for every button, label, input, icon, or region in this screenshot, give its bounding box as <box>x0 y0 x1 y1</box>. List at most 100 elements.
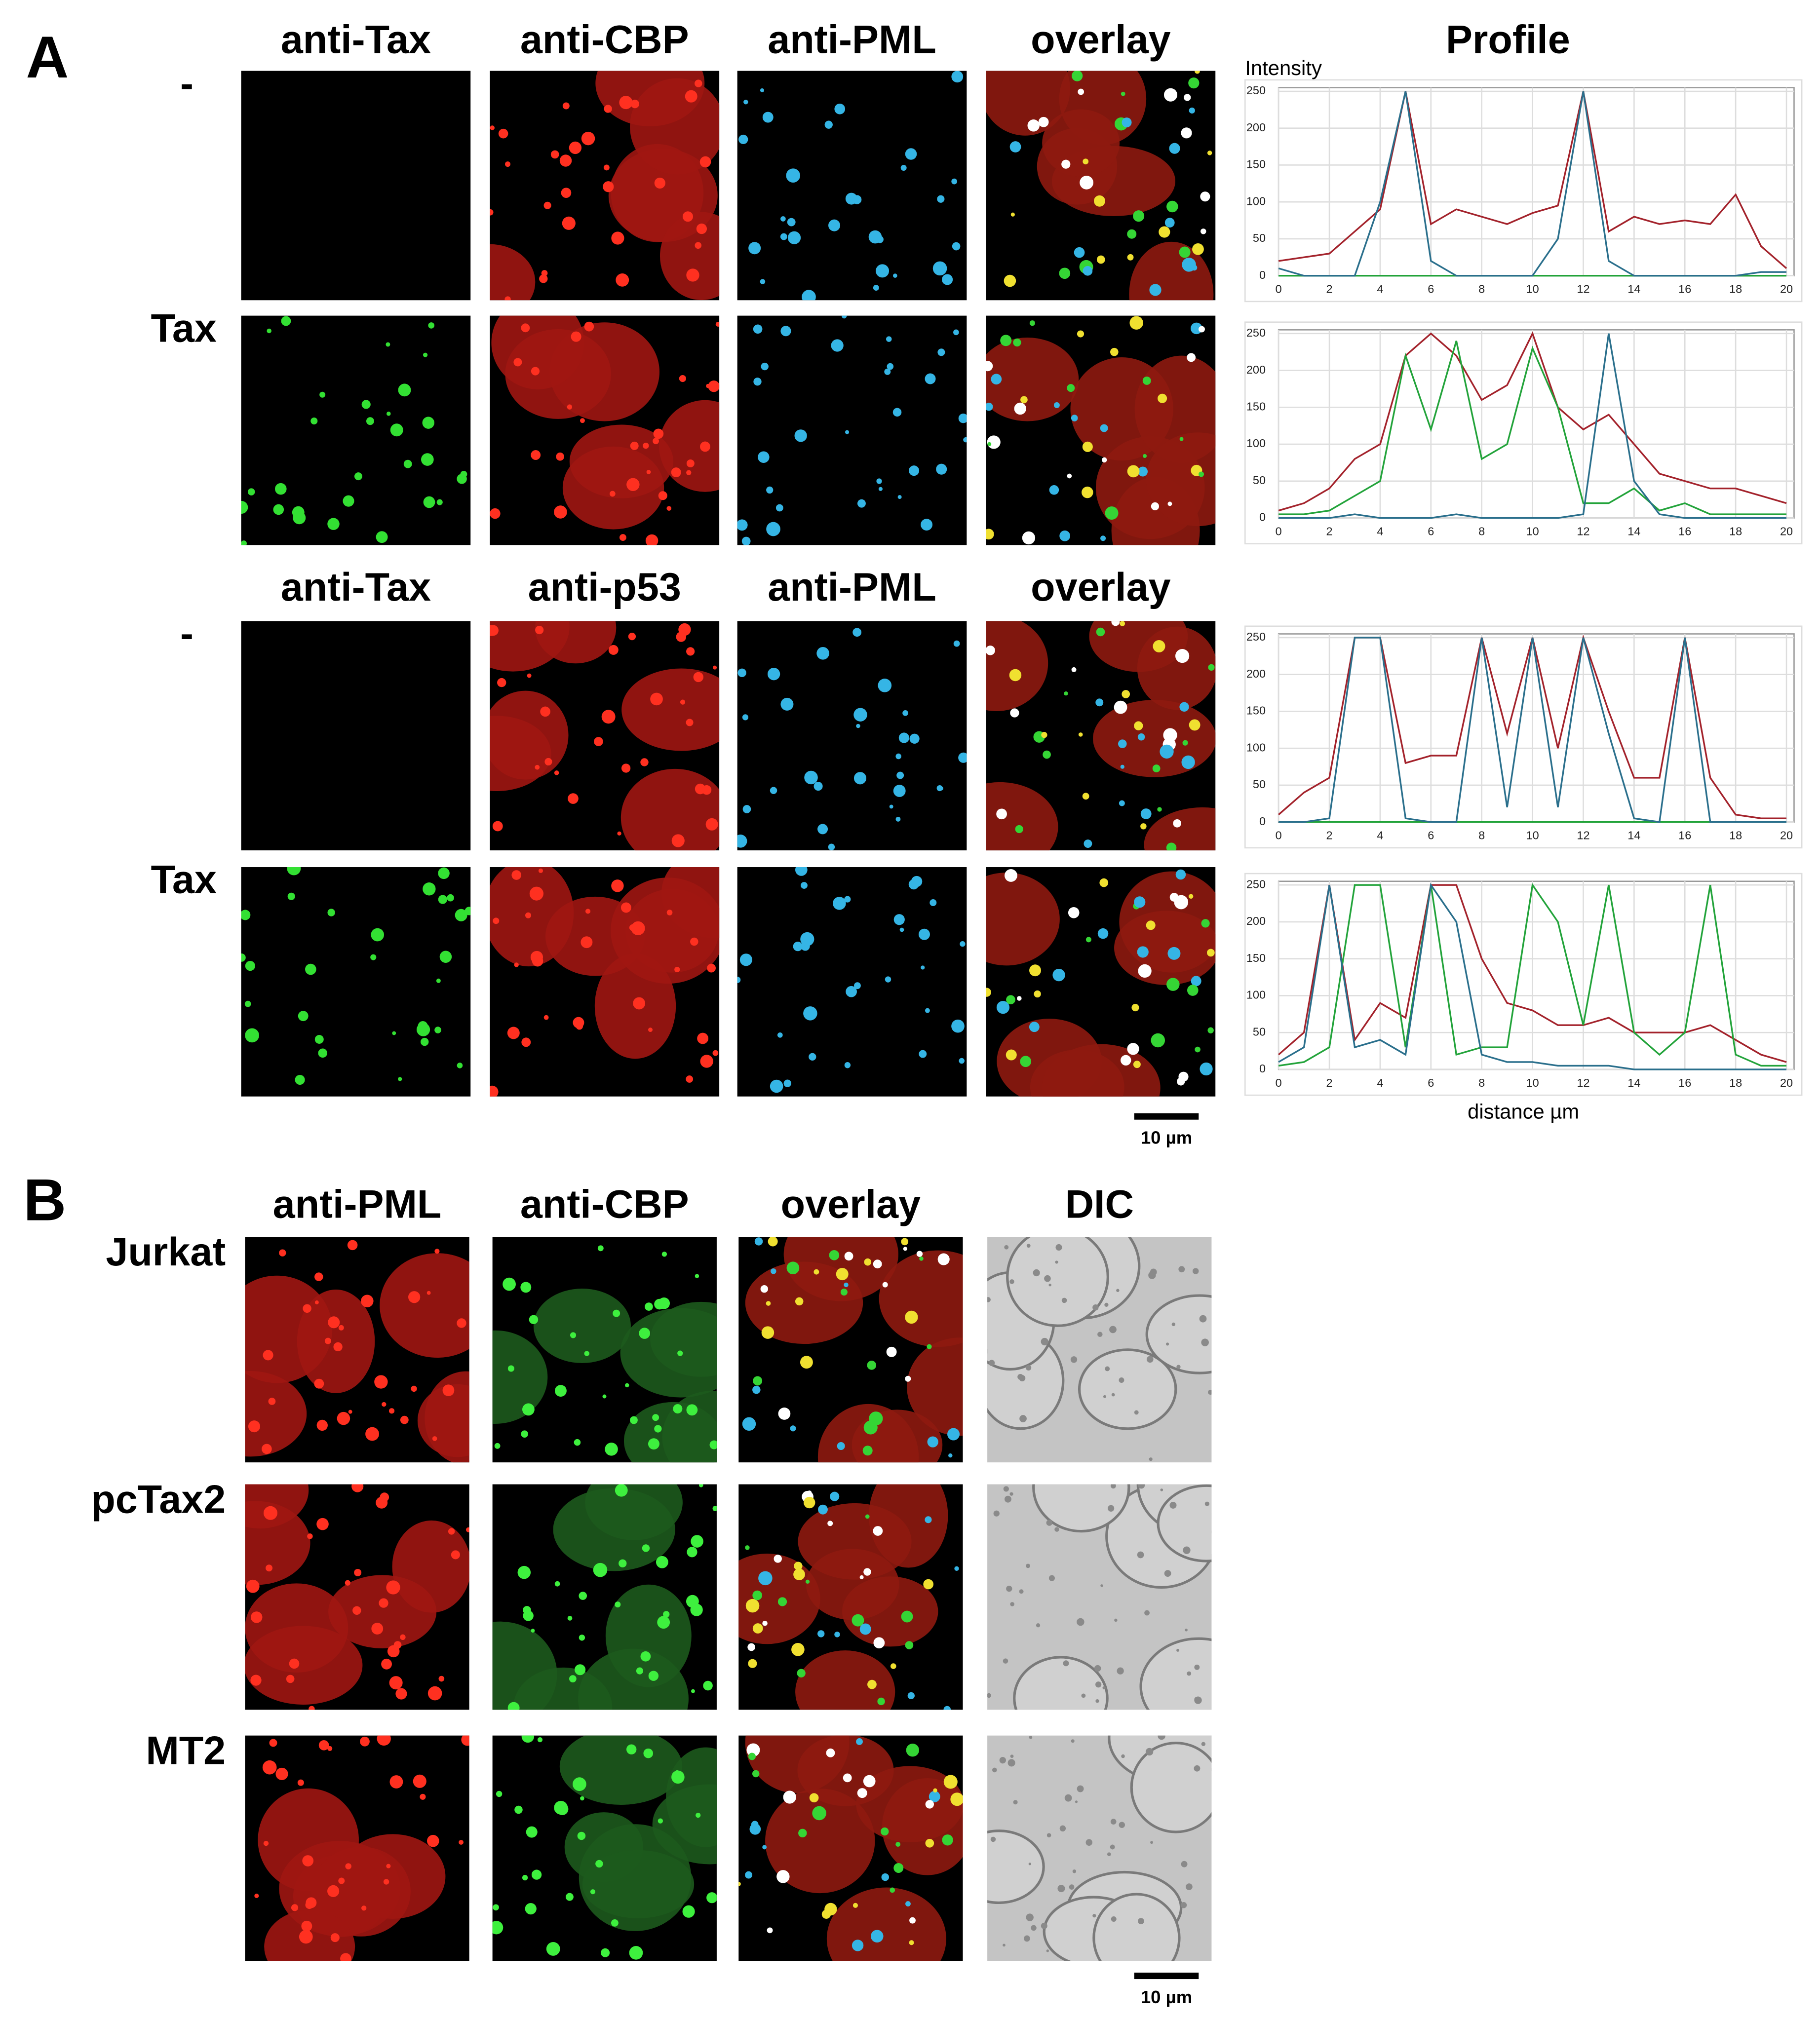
focus <box>262 1444 272 1454</box>
focus <box>556 1803 569 1815</box>
focus <box>863 1420 878 1435</box>
x-tick-label: 14 <box>1627 283 1640 296</box>
focus <box>741 536 751 545</box>
focus <box>671 834 685 847</box>
nucleus <box>392 1520 469 1613</box>
granule <box>1092 1914 1096 1918</box>
focus <box>1071 415 1078 421</box>
focus <box>905 148 917 160</box>
granule <box>1107 1852 1111 1857</box>
focus <box>245 961 255 971</box>
focus <box>522 1875 528 1881</box>
granule <box>1144 1610 1150 1616</box>
focus <box>909 1917 916 1924</box>
focus <box>494 1443 501 1449</box>
granule <box>1145 1748 1154 1756</box>
focus <box>1122 117 1132 128</box>
focus <box>865 1514 870 1519</box>
granule <box>1048 1575 1055 1581</box>
granule <box>1006 1585 1012 1592</box>
focus <box>1082 793 1089 800</box>
x-tick-label: 16 <box>1678 525 1691 537</box>
focus <box>465 907 471 915</box>
focus <box>803 1006 817 1021</box>
focus <box>642 1544 650 1552</box>
focus <box>686 268 699 282</box>
profile-line <box>1278 333 1787 519</box>
focus <box>460 470 467 478</box>
focus <box>886 336 892 342</box>
focus <box>762 112 774 123</box>
focus <box>863 1568 871 1576</box>
granule <box>1069 1884 1075 1890</box>
granule <box>1186 1883 1193 1890</box>
focus <box>937 195 945 203</box>
focus <box>422 417 434 429</box>
focus <box>360 1736 370 1747</box>
focus <box>513 358 522 367</box>
focus <box>905 1375 911 1382</box>
image-content <box>245 1240 469 1463</box>
focus <box>1119 800 1125 806</box>
focus <box>546 1942 560 1956</box>
focus <box>836 1268 849 1281</box>
granule <box>1176 1365 1181 1369</box>
focus <box>737 519 748 531</box>
scale-label: 10 µm <box>1141 1987 1192 2007</box>
x-tick-label: 18 <box>1729 525 1742 537</box>
focus <box>857 1788 867 1798</box>
focus <box>370 954 377 960</box>
granule <box>1041 1922 1047 1929</box>
granule <box>1009 1279 1014 1284</box>
granule <box>1048 1283 1051 1287</box>
focus <box>780 326 791 337</box>
focus <box>562 216 576 230</box>
focus <box>403 459 412 468</box>
y-tick-label: 100 <box>1246 741 1266 754</box>
focus <box>654 177 665 189</box>
granule <box>1166 1342 1169 1346</box>
plot-area <box>1278 329 1795 519</box>
nucleus <box>986 621 1048 711</box>
y-tick-label: 150 <box>1246 704 1266 717</box>
x-tick-label: 12 <box>1577 525 1589 537</box>
x-tick-label: 0 <box>1276 829 1282 842</box>
focus <box>517 1565 531 1579</box>
y-tick-label: 0 <box>1259 1062 1266 1075</box>
focus <box>786 1261 800 1275</box>
focus <box>1053 402 1060 408</box>
focus <box>886 1346 897 1357</box>
granule <box>1059 1825 1066 1832</box>
focus <box>266 1564 273 1572</box>
focus <box>852 628 862 637</box>
focus <box>895 816 901 822</box>
focus <box>752 1590 762 1600</box>
focus <box>919 1256 924 1261</box>
focus <box>316 1419 328 1431</box>
focus <box>273 504 284 515</box>
focus <box>314 1272 323 1281</box>
focus <box>1200 191 1210 202</box>
granule <box>1081 1693 1086 1698</box>
y-tick-label: 200 <box>1246 363 1266 376</box>
focus <box>925 1838 934 1848</box>
focus <box>525 1903 537 1915</box>
focus <box>653 428 664 439</box>
focus <box>907 1692 915 1700</box>
nucleus <box>986 337 1079 421</box>
granule <box>1075 1800 1078 1803</box>
focus <box>1152 764 1161 772</box>
focus <box>567 1616 573 1621</box>
focus <box>585 909 591 914</box>
micrograph <box>241 71 471 301</box>
focus <box>859 1623 871 1635</box>
focus <box>455 909 467 921</box>
focus <box>579 1635 585 1641</box>
focus <box>281 316 291 326</box>
focus <box>986 361 993 372</box>
focus <box>893 1863 904 1873</box>
granule <box>1103 1395 1107 1398</box>
focus <box>654 1425 662 1433</box>
focus <box>389 1676 403 1690</box>
focus <box>853 708 867 722</box>
